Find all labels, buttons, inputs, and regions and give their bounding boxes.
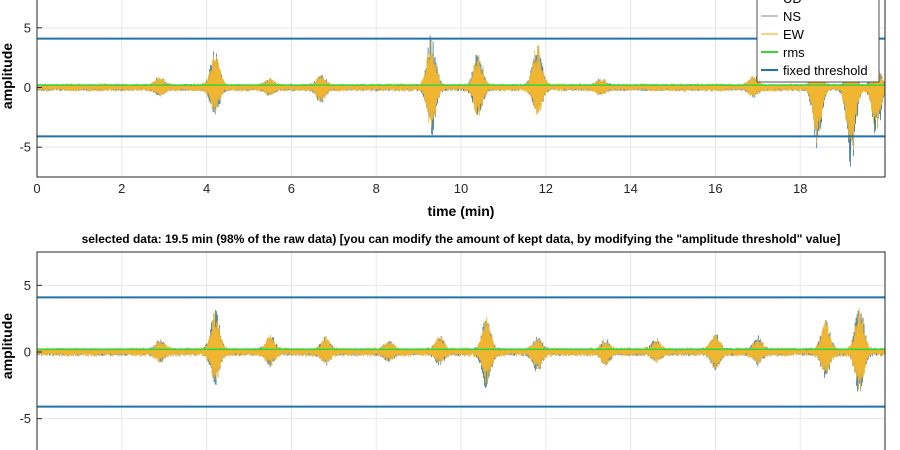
top-x-tick-label: 2: [118, 181, 125, 196]
top-x-tick-label: 6: [288, 181, 295, 196]
top-x-tick-label: 14: [623, 181, 637, 196]
top-x-tick-label: 18: [793, 181, 807, 196]
legend: UD NS EW rms fixed threshold: [756, 0, 880, 83]
legend-item-rms: rms: [761, 45, 805, 60]
top-plot-lines: [36, 35, 886, 167]
bottom-y-tick-label: -5: [19, 411, 31, 426]
top-x-tick-label: 8: [373, 181, 380, 196]
legend-item-ud: UD: [783, 0, 802, 6]
legend-label-rms: rms: [783, 45, 805, 60]
bottom-panel: selected data: 19.5 min (98% of the raw …: [0, 232, 886, 450]
legend-item-fixed-threshold: fixed threshold: [761, 63, 868, 78]
top-y-tick-labels: -5 0 5: [19, 20, 42, 155]
top-x-tick-label: 16: [708, 181, 722, 196]
legend-item-ew: EW: [761, 27, 805, 42]
top-x-tick-label: 12: [539, 181, 553, 196]
top-y-tick-label: 5: [24, 20, 31, 35]
top-x-tick-label: 4: [203, 181, 210, 196]
legend-label-ns: NS: [783, 9, 801, 24]
top-y-axis-label: amplitude: [0, 43, 15, 109]
top-panel: -5 0 5 0 2 4 6 8 10 12 14 16 18 time (min) amplitud…: [0, 0, 886, 219]
top-x-axis-label: time (min): [428, 203, 495, 219]
legend-box: [756, 0, 880, 83]
legend-label-ud: UD: [783, 0, 802, 6]
bottom-y-tick-labels: -5 0 5: [19, 278, 42, 426]
top-y-tick-label: -5: [19, 140, 31, 155]
top-x-tick-labels: 0 2 4 6 8 10 12 14 16 18: [33, 181, 807, 196]
top-x-tick-label: 10: [454, 181, 468, 196]
bottom-y-tick-label: 0: [24, 345, 31, 360]
legend-label-ew: EW: [783, 27, 805, 42]
legend-label-fixed-threshold: fixed threshold: [783, 63, 868, 78]
top-y-tick-label: 0: [24, 80, 31, 95]
legend-item-ns: NS: [761, 9, 801, 24]
bottom-y-axis-label: amplitude: [0, 313, 15, 379]
bottom-plot-lines: [36, 296, 886, 408]
top-x-tick-label: 0: [33, 181, 40, 196]
bottom-y-tick-label: 5: [24, 278, 31, 293]
bottom-panel-title: selected data: 19.5 min (98% of the raw …: [82, 232, 841, 246]
